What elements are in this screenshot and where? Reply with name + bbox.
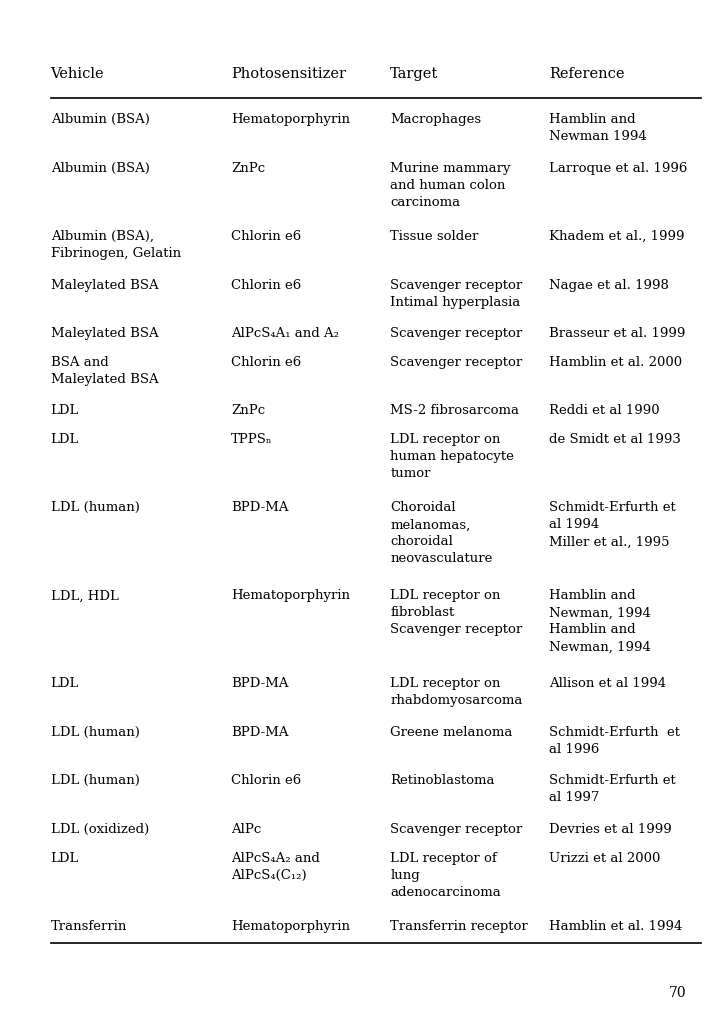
Text: Target: Target: [391, 67, 439, 81]
Text: BPD-MA: BPD-MA: [232, 677, 289, 691]
Text: Tissue solder: Tissue solder: [391, 230, 478, 243]
Text: BPD-MA: BPD-MA: [232, 501, 289, 514]
Text: LDL (oxidized): LDL (oxidized): [51, 823, 149, 836]
Text: Retinoblastoma: Retinoblastoma: [391, 774, 494, 788]
Text: LDL receptor on
human hepatocyte
tumor: LDL receptor on human hepatocyte tumor: [391, 433, 514, 480]
Text: Maleylated BSA: Maleylated BSA: [51, 327, 158, 340]
Text: Brasseur et al. 1999: Brasseur et al. 1999: [550, 327, 685, 340]
Text: Reddi et al 1990: Reddi et al 1990: [550, 404, 660, 418]
Text: Photosensitizer: Photosensitizer: [232, 67, 346, 81]
Text: Hematoporphyrin: Hematoporphyrin: [232, 590, 350, 602]
Text: Scavenger receptor: Scavenger receptor: [391, 356, 523, 369]
Text: LDL (human): LDL (human): [51, 726, 139, 739]
Text: MS-2 fibrosarcoma: MS-2 fibrosarcoma: [391, 404, 519, 418]
Text: LDL (human): LDL (human): [51, 774, 139, 788]
Text: LDL: LDL: [51, 852, 79, 865]
Text: LDL receptor on
fibroblast
Scavenger receptor: LDL receptor on fibroblast Scavenger rec…: [391, 590, 523, 636]
Text: TPPSₙ: TPPSₙ: [232, 433, 273, 446]
Text: Maleylated BSA: Maleylated BSA: [51, 278, 158, 292]
Text: de Smidt et al 1993: de Smidt et al 1993: [550, 433, 681, 446]
Text: Chlorin e6: Chlorin e6: [232, 278, 301, 292]
Text: Choroidal
melanomas,
choroidal
neovasculature: Choroidal melanomas, choroidal neovascul…: [391, 501, 493, 565]
Text: Chlorin e6: Chlorin e6: [232, 774, 301, 788]
Text: Albumin (BSA): Albumin (BSA): [51, 113, 150, 127]
Text: Schmidt-Erfurth et
al 1997: Schmidt-Erfurth et al 1997: [550, 774, 676, 804]
Text: Hamblin and
Newman 1994: Hamblin and Newman 1994: [550, 113, 647, 143]
Text: Scavenger receptor: Scavenger receptor: [391, 327, 523, 340]
Text: Hamblin et al. 1994: Hamblin et al. 1994: [550, 920, 682, 933]
Text: Albumin (BSA),
Fibrinogen, Gelatin: Albumin (BSA), Fibrinogen, Gelatin: [51, 230, 181, 260]
Text: 70: 70: [669, 986, 687, 1000]
Text: Devries et al 1999: Devries et al 1999: [550, 823, 672, 836]
Text: AlPcS₄A₂ and
AlPcS₄(C₁₂): AlPcS₄A₂ and AlPcS₄(C₁₂): [232, 852, 320, 882]
Text: BSA and
Maleylated BSA: BSA and Maleylated BSA: [51, 356, 158, 386]
Text: BPD-MA: BPD-MA: [232, 726, 289, 739]
Text: Allison et al 1994: Allison et al 1994: [550, 677, 666, 691]
Text: ZnPc: ZnPc: [232, 404, 266, 418]
Text: LDL: LDL: [51, 677, 79, 691]
Text: LDL: LDL: [51, 433, 79, 446]
Text: Hamblin and
Newman, 1994
Hamblin and
Newman, 1994: Hamblin and Newman, 1994 Hamblin and New…: [550, 590, 651, 654]
Text: Transferrin receptor: Transferrin receptor: [391, 920, 528, 933]
Text: Schmidt-Erfurth  et
al 1996: Schmidt-Erfurth et al 1996: [550, 726, 680, 756]
Text: Greene melanoma: Greene melanoma: [391, 726, 513, 739]
Text: Khadem et al., 1999: Khadem et al., 1999: [550, 230, 685, 243]
Text: Hamblin et al. 2000: Hamblin et al. 2000: [550, 356, 682, 369]
Text: Reference: Reference: [550, 67, 624, 81]
Text: Hematoporphyrin: Hematoporphyrin: [232, 920, 350, 933]
Text: Macrophages: Macrophages: [391, 113, 481, 127]
Text: LDL receptor of
lung
adenocarcinoma: LDL receptor of lung adenocarcinoma: [391, 852, 501, 899]
Text: Scavenger receptor
Intimal hyperplasia: Scavenger receptor Intimal hyperplasia: [391, 278, 523, 308]
Text: Albumin (BSA): Albumin (BSA): [51, 162, 150, 175]
Text: LDL: LDL: [51, 404, 79, 418]
Text: Chlorin e6: Chlorin e6: [232, 230, 301, 243]
Text: Urizzi et al 2000: Urizzi et al 2000: [550, 852, 661, 865]
Text: Larroque et al. 1996: Larroque et al. 1996: [550, 162, 688, 175]
Text: Hematoporphyrin: Hematoporphyrin: [232, 113, 350, 127]
Text: AlPc: AlPc: [232, 823, 261, 836]
Text: AlPcS₄A₁ and A₂: AlPcS₄A₁ and A₂: [232, 327, 339, 340]
Text: Transferrin: Transferrin: [51, 920, 127, 933]
Text: Scavenger receptor: Scavenger receptor: [391, 823, 523, 836]
Text: Vehicle: Vehicle: [51, 67, 105, 81]
Text: Chlorin e6: Chlorin e6: [232, 356, 301, 369]
Text: LDL, HDL: LDL, HDL: [51, 590, 118, 602]
Text: LDL receptor on
rhabdomyosarcoma: LDL receptor on rhabdomyosarcoma: [391, 677, 523, 707]
Text: LDL (human): LDL (human): [51, 501, 139, 514]
Text: Schmidt-Erfurth et
al 1994
Miller et al., 1995: Schmidt-Erfurth et al 1994 Miller et al.…: [550, 501, 676, 548]
Text: Nagae et al. 1998: Nagae et al. 1998: [550, 278, 669, 292]
Text: Murine mammary
and human colon
carcinoma: Murine mammary and human colon carcinoma: [391, 162, 510, 209]
Text: ZnPc: ZnPc: [232, 162, 266, 175]
